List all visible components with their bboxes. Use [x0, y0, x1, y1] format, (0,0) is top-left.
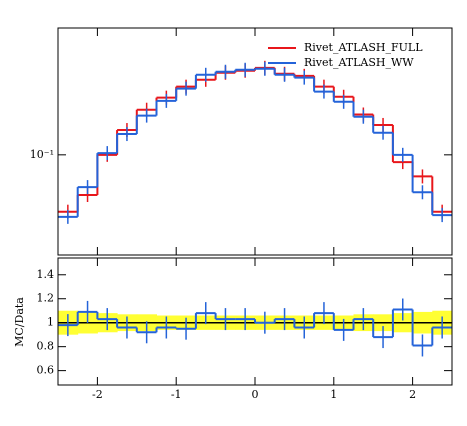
y-tick-label: 1	[47, 316, 54, 329]
y-axis-label: MC/Data	[13, 297, 26, 347]
y-tick-label: 10⁻¹	[30, 148, 54, 161]
legend-label: Rivet_ATLASH_WW	[304, 56, 414, 69]
x-tick-label: 0	[252, 388, 259, 401]
y-tick-label: 1.4	[37, 268, 55, 281]
y-tick-label: 1.2	[37, 292, 55, 305]
x-tick-label: 1	[330, 388, 337, 401]
x-tick-label: 2	[409, 388, 416, 401]
frame	[57, 257, 453, 386]
y-tick-label: 0.8	[37, 340, 55, 353]
y-tick-label: 0.6	[37, 364, 55, 377]
legend-label: Rivet_ATLASH_FULL	[304, 41, 423, 54]
x-tick-label: -2	[92, 388, 103, 401]
x-tick-label: -1	[171, 388, 182, 401]
